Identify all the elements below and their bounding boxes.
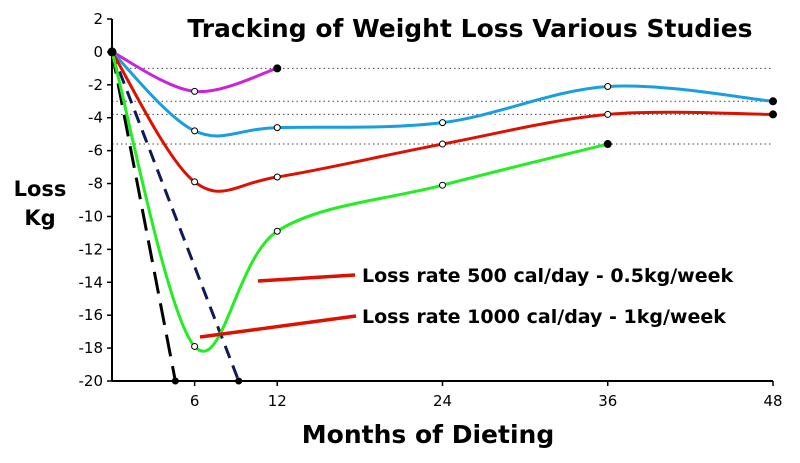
annotation-1000-label: Loss rate 1000 cal/day - 1kg/week <box>362 306 726 328</box>
series-point <box>603 140 612 149</box>
series-point <box>273 64 282 73</box>
series-point <box>769 110 777 119</box>
reference-line-endpoint <box>171 377 179 385</box>
series-point <box>769 97 777 106</box>
annotation-500-label: Loss rate 500 cal/day - 0.5kg/week <box>362 265 733 287</box>
data-series <box>107 47 777 353</box>
reference-line <box>110 51 177 382</box>
y-tick-label: -8 <box>88 175 103 193</box>
y-tick-label: -4 <box>88 109 103 127</box>
x-tick-label: 24 <box>433 392 452 410</box>
x-axis-title: Months of Dieting <box>302 420 554 449</box>
annotations: Loss rate 500 cal/day - 0.5kg/week Loss … <box>199 265 733 339</box>
series-point <box>273 173 281 181</box>
y-tick-label: 0 <box>93 43 103 61</box>
series-point <box>191 342 199 350</box>
reference-line <box>110 51 241 382</box>
x-tick-label: 36 <box>598 392 617 410</box>
x-tick-label: 6 <box>190 392 200 410</box>
y-tick-label: -6 <box>88 142 103 160</box>
reference-line-endpoint <box>235 377 243 385</box>
series-point <box>604 110 612 118</box>
chart-title: Tracking of Weight Loss Various Studies <box>187 14 752 43</box>
series-line <box>110 51 609 353</box>
y-tick-label: -10 <box>79 207 104 225</box>
series-point <box>439 181 446 189</box>
series-point <box>604 82 612 90</box>
series-point <box>273 124 281 132</box>
annotation-pointer-1000 <box>199 314 357 339</box>
x-tick-label: 48 <box>763 392 782 410</box>
series-point <box>439 140 446 148</box>
y-tick-label: -18 <box>79 339 104 357</box>
y-tick-label: -14 <box>79 273 104 291</box>
annotation-pointer-500 <box>257 273 356 283</box>
series-point <box>191 178 199 186</box>
series-line <box>110 51 774 193</box>
y-axis-label-loss: Loss <box>14 177 67 201</box>
dotted-reference-levels <box>112 67 773 145</box>
y-tick-label: 2 <box>93 10 103 28</box>
series-line <box>111 50 278 94</box>
y-tick-label: -12 <box>79 240 104 258</box>
y-tick-label: -16 <box>79 306 104 324</box>
y-tick-label: -20 <box>79 372 104 390</box>
y-tick-label: -2 <box>88 76 103 94</box>
series-point <box>439 119 446 127</box>
reference-lines <box>110 51 243 385</box>
series-point <box>273 227 281 235</box>
axes: 2 0 -2 -4 -6 -8 -10 -12 -14 -16 -18 -20 6 12 24 36 48 <box>79 10 783 410</box>
x-tick-label: 12 <box>268 392 287 410</box>
y-axis-label-kg: Kg <box>24 206 55 230</box>
series-point <box>191 127 199 135</box>
origin-point <box>107 47 117 57</box>
series-point <box>191 87 199 95</box>
